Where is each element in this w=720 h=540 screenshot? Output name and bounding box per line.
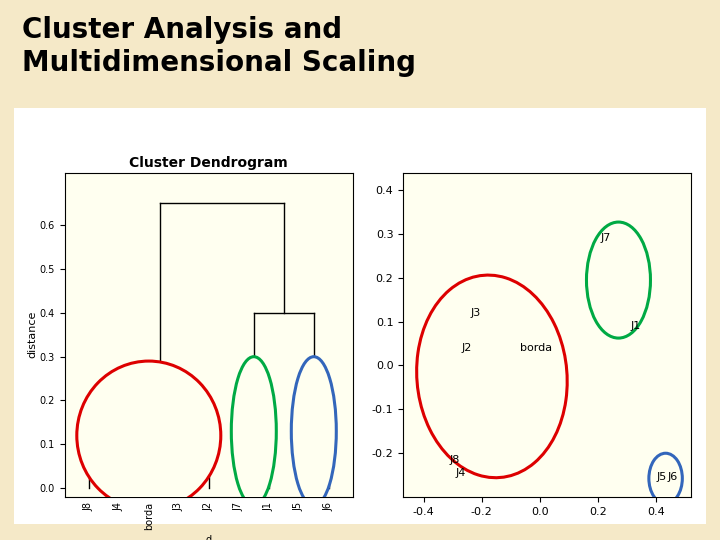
Text: J3: J3 bbox=[470, 308, 480, 318]
Text: borda: borda bbox=[520, 343, 552, 353]
Text: J1: J1 bbox=[630, 321, 640, 331]
Ellipse shape bbox=[417, 275, 567, 478]
Ellipse shape bbox=[649, 453, 683, 504]
Text: J6: J6 bbox=[668, 472, 678, 482]
Y-axis label: distance: distance bbox=[27, 311, 37, 359]
Ellipse shape bbox=[231, 357, 276, 505]
Ellipse shape bbox=[587, 222, 650, 338]
Title: Cluster Dendrogram: Cluster Dendrogram bbox=[130, 156, 288, 170]
Text: J7: J7 bbox=[601, 233, 611, 244]
Text: J2: J2 bbox=[462, 343, 472, 353]
X-axis label: d
hclust (*, "average"): d hclust (*, "average") bbox=[158, 535, 259, 540]
Text: Cluster Analysis and
Multidimensional Scaling: Cluster Analysis and Multidimensional Sc… bbox=[22, 16, 415, 77]
Text: J4: J4 bbox=[456, 468, 466, 478]
Text: J8: J8 bbox=[450, 455, 460, 464]
Text: J5: J5 bbox=[657, 472, 667, 482]
Ellipse shape bbox=[77, 361, 221, 510]
Ellipse shape bbox=[292, 357, 336, 505]
